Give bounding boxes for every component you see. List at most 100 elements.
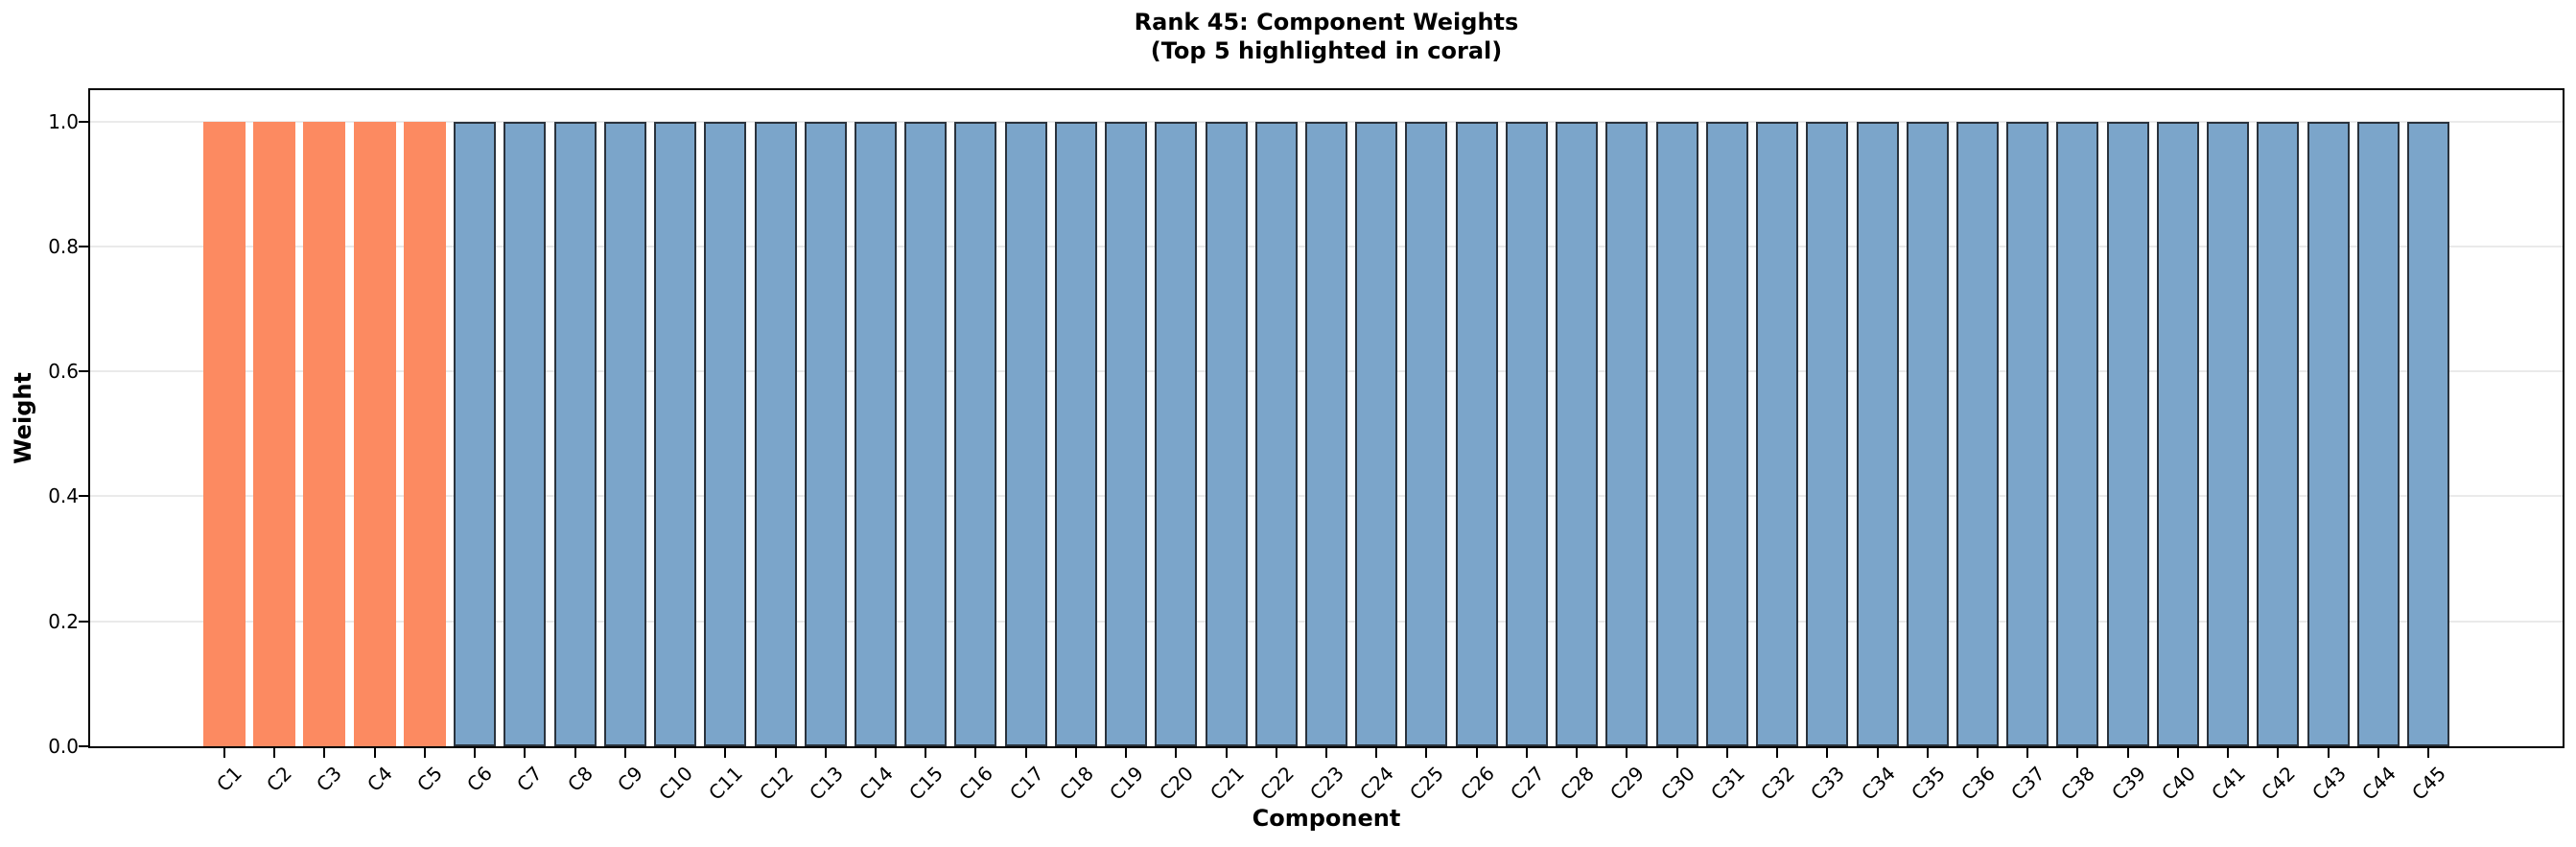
y-tick-mark [79, 370, 88, 372]
x-tick-mark [925, 748, 926, 758]
x-tick-label: C14 [855, 762, 898, 805]
x-tick-label: C2 [262, 762, 296, 796]
x-tick-mark [624, 748, 626, 758]
x-tick-mark [1125, 748, 1127, 758]
bar-C28 [1556, 122, 1598, 746]
bar-C19 [1105, 122, 1147, 746]
x-tick-mark [1276, 748, 1277, 758]
x-tick-mark [1776, 748, 1778, 758]
bar-C2 [253, 122, 295, 746]
x-tick-label: C42 [2257, 762, 2300, 805]
x-tick-mark [1325, 748, 1327, 758]
x-tick-label: C11 [704, 762, 747, 805]
x-tick-label: C33 [1806, 762, 1849, 805]
bar-C24 [1355, 122, 1397, 746]
x-tick-mark [1977, 748, 1979, 758]
bar-C36 [1956, 122, 1999, 746]
y-tick-mark [79, 246, 88, 247]
x-tick-label: C16 [954, 762, 997, 805]
x-tick-label: C13 [805, 762, 848, 805]
x-tick-label: C30 [1656, 762, 1699, 805]
bar-C15 [904, 122, 947, 746]
y-axis-label: Weight [10, 372, 36, 464]
x-tick-mark [1626, 748, 1628, 758]
bar-C32 [1756, 122, 1798, 746]
bar-C43 [2307, 122, 2350, 746]
bar-C27 [1506, 122, 1548, 746]
x-tick-mark [2377, 748, 2379, 758]
x-tick-label: C10 [654, 762, 697, 805]
bar-C14 [855, 122, 897, 746]
x-tick-mark [2328, 748, 2330, 758]
x-tick-label: C28 [1556, 762, 1599, 805]
x-tick-label: C26 [1456, 762, 1499, 805]
x-tick-label: C39 [2107, 762, 2150, 805]
x-tick-label: C24 [1355, 762, 1398, 805]
x-tick-label: C7 [512, 762, 547, 796]
bar-C20 [1155, 122, 1197, 746]
x-tick-label: C27 [1506, 762, 1549, 805]
y-tick-label: 0.6 [48, 360, 79, 383]
bar-C17 [1005, 122, 1047, 746]
x-tick-label: C18 [1055, 762, 1098, 805]
x-tick-mark [424, 748, 426, 758]
bar-C44 [2357, 122, 2400, 746]
x-tick-mark [2427, 748, 2429, 758]
x-tick-label: C20 [1155, 762, 1198, 805]
y-tick-label: 0.4 [48, 484, 79, 507]
x-tick-mark [974, 748, 976, 758]
x-tick-label: C36 [1956, 762, 2000, 805]
x-tick-mark [524, 748, 526, 758]
bar-C37 [2006, 122, 2049, 746]
x-tick-label: C1 [212, 762, 246, 796]
y-tick-mark [79, 495, 88, 497]
x-tick-label: C6 [462, 762, 497, 796]
bar-C45 [2407, 122, 2449, 746]
x-tick-label: C5 [412, 762, 447, 796]
x-tick-mark [2177, 748, 2179, 758]
x-tick-mark [875, 748, 877, 758]
x-tick-label: C38 [2056, 762, 2099, 805]
bar-C40 [2157, 122, 2199, 746]
x-tick-label: C45 [2407, 762, 2450, 805]
x-tick-label: C4 [363, 762, 397, 796]
bar-C26 [1456, 122, 1498, 746]
x-tick-mark [1025, 748, 1027, 758]
bar-C1 [203, 122, 246, 746]
x-tick-label: C19 [1105, 762, 1148, 805]
x-tick-mark [374, 748, 376, 758]
x-tick-mark [1075, 748, 1077, 758]
x-tick-label: C37 [2006, 762, 2049, 805]
x-tick-mark [2127, 748, 2129, 758]
bar-C10 [654, 122, 696, 746]
bar-C29 [1605, 122, 1648, 746]
bar-C7 [503, 122, 546, 746]
bar-C30 [1656, 122, 1698, 746]
x-tick-mark [1676, 748, 1678, 758]
bar-C33 [1806, 122, 1848, 746]
x-tick-mark [1175, 748, 1177, 758]
x-tick-label: C41 [2207, 762, 2250, 805]
x-tick-mark [474, 748, 476, 758]
bar-C35 [1907, 122, 1949, 746]
x-tick-label: C44 [2357, 762, 2400, 805]
bar-C3 [303, 122, 345, 746]
x-tick-mark [273, 748, 275, 758]
x-tick-mark [2227, 748, 2229, 758]
x-tick-mark [1576, 748, 1578, 758]
x-tick-label: C9 [613, 762, 647, 796]
bar-C18 [1055, 122, 1097, 746]
bar-C39 [2107, 122, 2149, 746]
y-tick-label: 0.2 [48, 610, 79, 633]
x-tick-label: C31 [1706, 762, 1749, 805]
x-tick-mark [574, 748, 576, 758]
y-tick-label: 0.8 [48, 235, 79, 258]
x-tick-label: C21 [1206, 762, 1249, 805]
x-tick-label: C3 [312, 762, 346, 796]
x-tick-label: C23 [1305, 762, 1348, 805]
x-axis-label: Component [1252, 805, 1401, 832]
chart-title: Rank 45: Component Weights [1134, 9, 1519, 35]
x-tick-mark [1877, 748, 1879, 758]
x-tick-mark [1375, 748, 1377, 758]
